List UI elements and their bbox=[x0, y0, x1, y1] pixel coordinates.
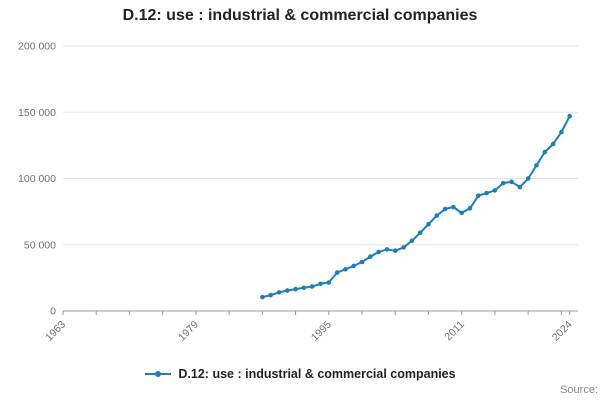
data-point bbox=[351, 263, 357, 269]
legend-line-marker bbox=[145, 371, 172, 377]
data-point bbox=[393, 248, 398, 253]
data-point bbox=[276, 290, 282, 295]
data-point bbox=[509, 179, 514, 185]
data-point bbox=[409, 238, 415, 244]
data-point bbox=[476, 193, 481, 198]
data-point bbox=[492, 188, 498, 193]
data-point bbox=[285, 288, 290, 293]
data-point bbox=[359, 259, 365, 265]
data-point bbox=[318, 281, 323, 287]
data-point bbox=[451, 204, 456, 210]
data-point bbox=[268, 292, 274, 298]
x-axis-tick-label: 2024 bbox=[550, 319, 575, 344]
data-point bbox=[550, 141, 556, 147]
x-axis-tick-label: 1963 bbox=[43, 319, 68, 344]
data-point bbox=[484, 190, 489, 196]
source-label: Source: bbox=[560, 384, 598, 396]
data-point bbox=[525, 176, 531, 181]
data-point bbox=[459, 210, 465, 216]
data-point bbox=[559, 129, 564, 135]
data-point bbox=[534, 163, 539, 168]
data-point bbox=[517, 184, 523, 190]
data-point bbox=[467, 206, 473, 211]
data-point bbox=[326, 280, 332, 285]
data-point bbox=[309, 284, 315, 289]
data-point bbox=[542, 149, 548, 155]
y-axis-tick-label: 0 bbox=[50, 306, 56, 318]
data-point bbox=[426, 221, 431, 227]
data-point bbox=[260, 294, 265, 300]
x-axis-tick-label: 1979 bbox=[176, 319, 201, 344]
data-point bbox=[384, 247, 390, 252]
data-point bbox=[368, 254, 373, 259]
legend: D.12: use : industrial & commercial comp… bbox=[0, 366, 600, 382]
data-point bbox=[301, 285, 307, 291]
x-axis-tick-label: 2011 bbox=[442, 319, 467, 344]
data-point bbox=[442, 206, 448, 212]
legend-label: D.12: use : industrial & commercial comp… bbox=[178, 367, 456, 381]
data-point bbox=[334, 270, 340, 275]
series-line bbox=[261, 115, 571, 299]
data-point bbox=[567, 113, 572, 119]
y-axis-tick-label: 200 000 bbox=[18, 41, 56, 53]
data-point bbox=[376, 249, 381, 255]
y-axis-tick-label: 100 000 bbox=[18, 173, 56, 185]
chart-title: D.12: use : industrial & commercial comp… bbox=[122, 7, 478, 24]
x-axis-tick-label: 1995 bbox=[309, 319, 334, 344]
data-point bbox=[434, 213, 440, 218]
y-axis-tick-label: 50 000 bbox=[24, 239, 56, 251]
data-point bbox=[417, 230, 423, 236]
data-point bbox=[500, 180, 506, 186]
data-point bbox=[293, 286, 298, 292]
data-point bbox=[401, 245, 406, 250]
data-point bbox=[343, 267, 348, 272]
y-axis-tick-label: 150 000 bbox=[18, 107, 56, 119]
